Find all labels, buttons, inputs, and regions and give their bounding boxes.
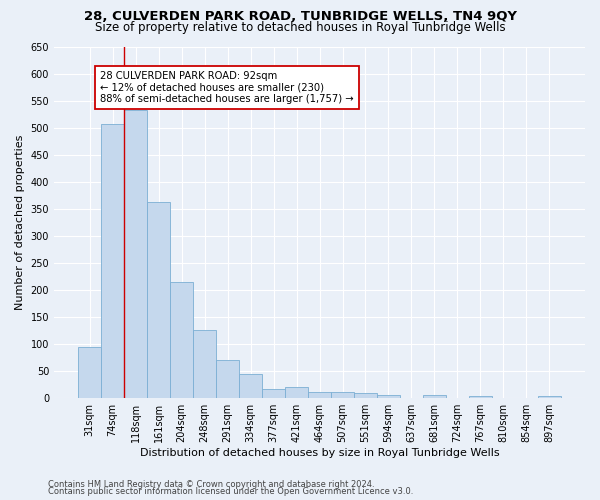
Bar [377, 395, 400, 398]
Bar [285, 388, 308, 398]
Text: 28, CULVERDEN PARK ROAD, TUNBRIDGE WELLS, TN4 9QY: 28, CULVERDEN PARK ROAD, TUNBRIDGE WELLS… [83, 10, 517, 23]
Bar [262, 389, 285, 398]
Bar [78, 348, 101, 398]
Bar [538, 396, 561, 398]
Bar [124, 110, 147, 398]
Bar [193, 330, 216, 398]
Bar [308, 392, 331, 398]
Text: Size of property relative to detached houses in Royal Tunbridge Wells: Size of property relative to detached ho… [95, 21, 505, 34]
Bar [469, 396, 492, 398]
Text: Contains public sector information licensed under the Open Government Licence v3: Contains public sector information licen… [48, 487, 413, 496]
Bar [170, 282, 193, 398]
Bar [354, 394, 377, 398]
X-axis label: Distribution of detached houses by size in Royal Tunbridge Wells: Distribution of detached houses by size … [140, 448, 499, 458]
Text: Contains HM Land Registry data © Crown copyright and database right 2024.: Contains HM Land Registry data © Crown c… [48, 480, 374, 489]
Y-axis label: Number of detached properties: Number of detached properties [15, 134, 25, 310]
Bar [216, 360, 239, 398]
Bar [101, 124, 124, 398]
Bar [239, 374, 262, 398]
Bar [147, 202, 170, 398]
Bar [423, 395, 446, 398]
Bar [331, 392, 354, 398]
Text: 28 CULVERDEN PARK ROAD: 92sqm
← 12% of detached houses are smaller (230)
88% of : 28 CULVERDEN PARK ROAD: 92sqm ← 12% of d… [100, 71, 354, 104]
